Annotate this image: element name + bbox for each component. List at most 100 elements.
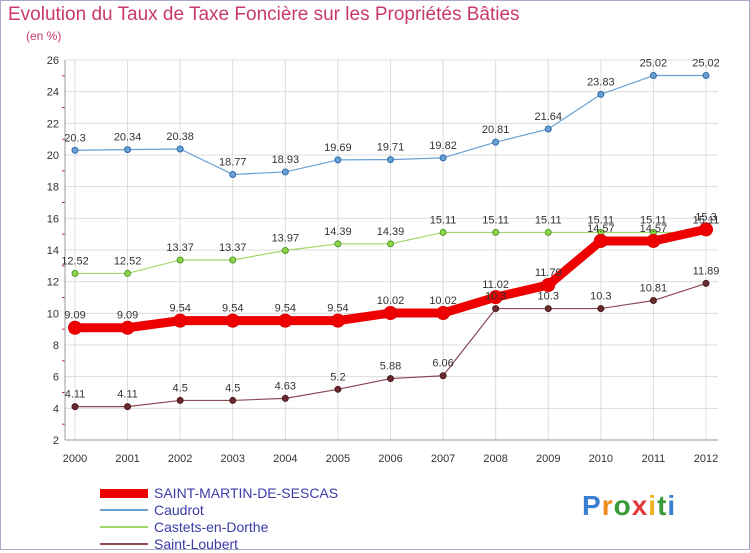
data-label: 25.02 <box>692 58 720 70</box>
data-point <box>334 156 342 164</box>
data-label: 19.71 <box>377 142 405 154</box>
x-tick-label: 2010 <box>589 453 613 465</box>
x-tick-label: 2003 <box>221 453 245 465</box>
data-label: 13.97 <box>272 232 300 244</box>
y-tick-label: 22 <box>47 118 59 130</box>
data-point <box>439 372 447 380</box>
data-label: 15.11 <box>587 214 614 226</box>
data-label: 13.37 <box>166 242 194 254</box>
y-tick-label: 12 <box>47 277 59 289</box>
y-tick-label: 6 <box>53 372 59 384</box>
proxiti-logo: Proxiti <box>582 490 676 522</box>
y-tick-label: 10 <box>47 308 59 320</box>
data-point <box>281 394 289 402</box>
legend-swatch <box>100 509 148 511</box>
data-label: 12.52 <box>114 255 142 267</box>
data-label: 14.39 <box>377 226 405 238</box>
data-point <box>281 168 289 176</box>
data-point <box>334 240 342 248</box>
y-tick-label: 24 <box>47 87 59 99</box>
legend-swatch <box>100 526 148 528</box>
data-point <box>492 138 500 146</box>
data-label: 11.89 <box>693 265 720 277</box>
data-label: 9.54 <box>327 303 348 315</box>
data-label: 10.02 <box>377 295 405 307</box>
data-point <box>387 156 394 164</box>
logo-letter: r <box>601 490 614 521</box>
y-tick-label: 4 <box>53 403 59 415</box>
data-point <box>176 145 184 153</box>
data-label: 14.57 <box>587 223 615 235</box>
data-label: 10.3 <box>538 291 559 303</box>
data-point <box>334 385 342 393</box>
data-label: 4.5 <box>173 382 188 394</box>
data-point <box>387 375 394 383</box>
data-label: 9.54 <box>275 303 296 315</box>
legend-label: Caudrot <box>154 502 204 518</box>
data-label: 19.69 <box>324 142 352 154</box>
data-label: 13.37 <box>219 242 247 254</box>
data-label: 9.09 <box>64 310 85 322</box>
data-label: 15.11 <box>482 214 509 226</box>
data-label: 19.82 <box>429 140 457 152</box>
y-tick-label: 26 <box>47 55 59 67</box>
data-label: 23.83 <box>587 76 615 88</box>
x-tick-label: 2001 <box>115 453 139 465</box>
data-label: 10.3 <box>590 291 611 303</box>
data-point <box>124 146 132 154</box>
data-label: 5.2 <box>330 371 345 383</box>
data-point <box>225 313 240 328</box>
data-label: 4.5 <box>225 382 240 394</box>
data-point <box>597 90 605 98</box>
data-label: 10.81 <box>640 283 668 295</box>
y-tick-label: 14 <box>47 245 59 257</box>
data-label: 15.11 <box>640 214 667 226</box>
data-point <box>387 240 394 248</box>
data-point <box>544 228 552 236</box>
data-point <box>702 279 710 287</box>
data-point <box>176 256 184 264</box>
data-label: 20.38 <box>166 131 194 143</box>
data-label: 9.09 <box>117 310 138 322</box>
x-tick-label: 2005 <box>326 453 350 465</box>
data-point <box>439 228 447 236</box>
data-point <box>649 297 657 305</box>
x-tick-label: 2004 <box>273 453 297 465</box>
data-point <box>488 290 503 305</box>
data-label: 15.11 <box>430 214 457 226</box>
data-point <box>281 246 289 254</box>
data-point <box>541 277 556 292</box>
data-point <box>544 305 552 313</box>
legend-label: SAINT-MARTIN-DE-SESCAS <box>154 485 339 501</box>
data-point <box>229 256 237 264</box>
x-tick-label: 2006 <box>378 453 402 465</box>
data-label: 20.3 <box>64 132 85 144</box>
data-point <box>173 313 188 328</box>
data-point <box>71 403 79 411</box>
x-tick-label: 2007 <box>431 453 455 465</box>
logo-letter: t <box>657 490 668 521</box>
logo-letter: x <box>631 490 649 521</box>
logo-letter: o <box>613 490 632 521</box>
data-label: 9.54 <box>169 303 190 315</box>
x-tick-label: 2012 <box>694 453 718 465</box>
data-point <box>124 403 132 411</box>
data-point <box>71 146 79 154</box>
y-tick-label: 2 <box>53 435 59 447</box>
data-point <box>68 320 82 335</box>
data-point <box>176 396 184 404</box>
data-label: 9.54 <box>222 303 243 315</box>
data-label: 20.81 <box>482 124 510 136</box>
data-point <box>330 313 345 328</box>
data-point <box>492 305 500 313</box>
data-label: 12.52 <box>61 255 89 267</box>
data-label: 15.3 <box>695 211 716 223</box>
data-point <box>71 269 79 277</box>
data-label: 4.11 <box>117 389 138 401</box>
data-point <box>229 396 237 404</box>
x-tick-label: 2000 <box>63 453 87 465</box>
data-label: 14.57 <box>640 223 668 235</box>
data-label: 15.11 <box>693 214 720 226</box>
data-label: 18.93 <box>272 154 300 166</box>
data-point <box>699 222 713 237</box>
